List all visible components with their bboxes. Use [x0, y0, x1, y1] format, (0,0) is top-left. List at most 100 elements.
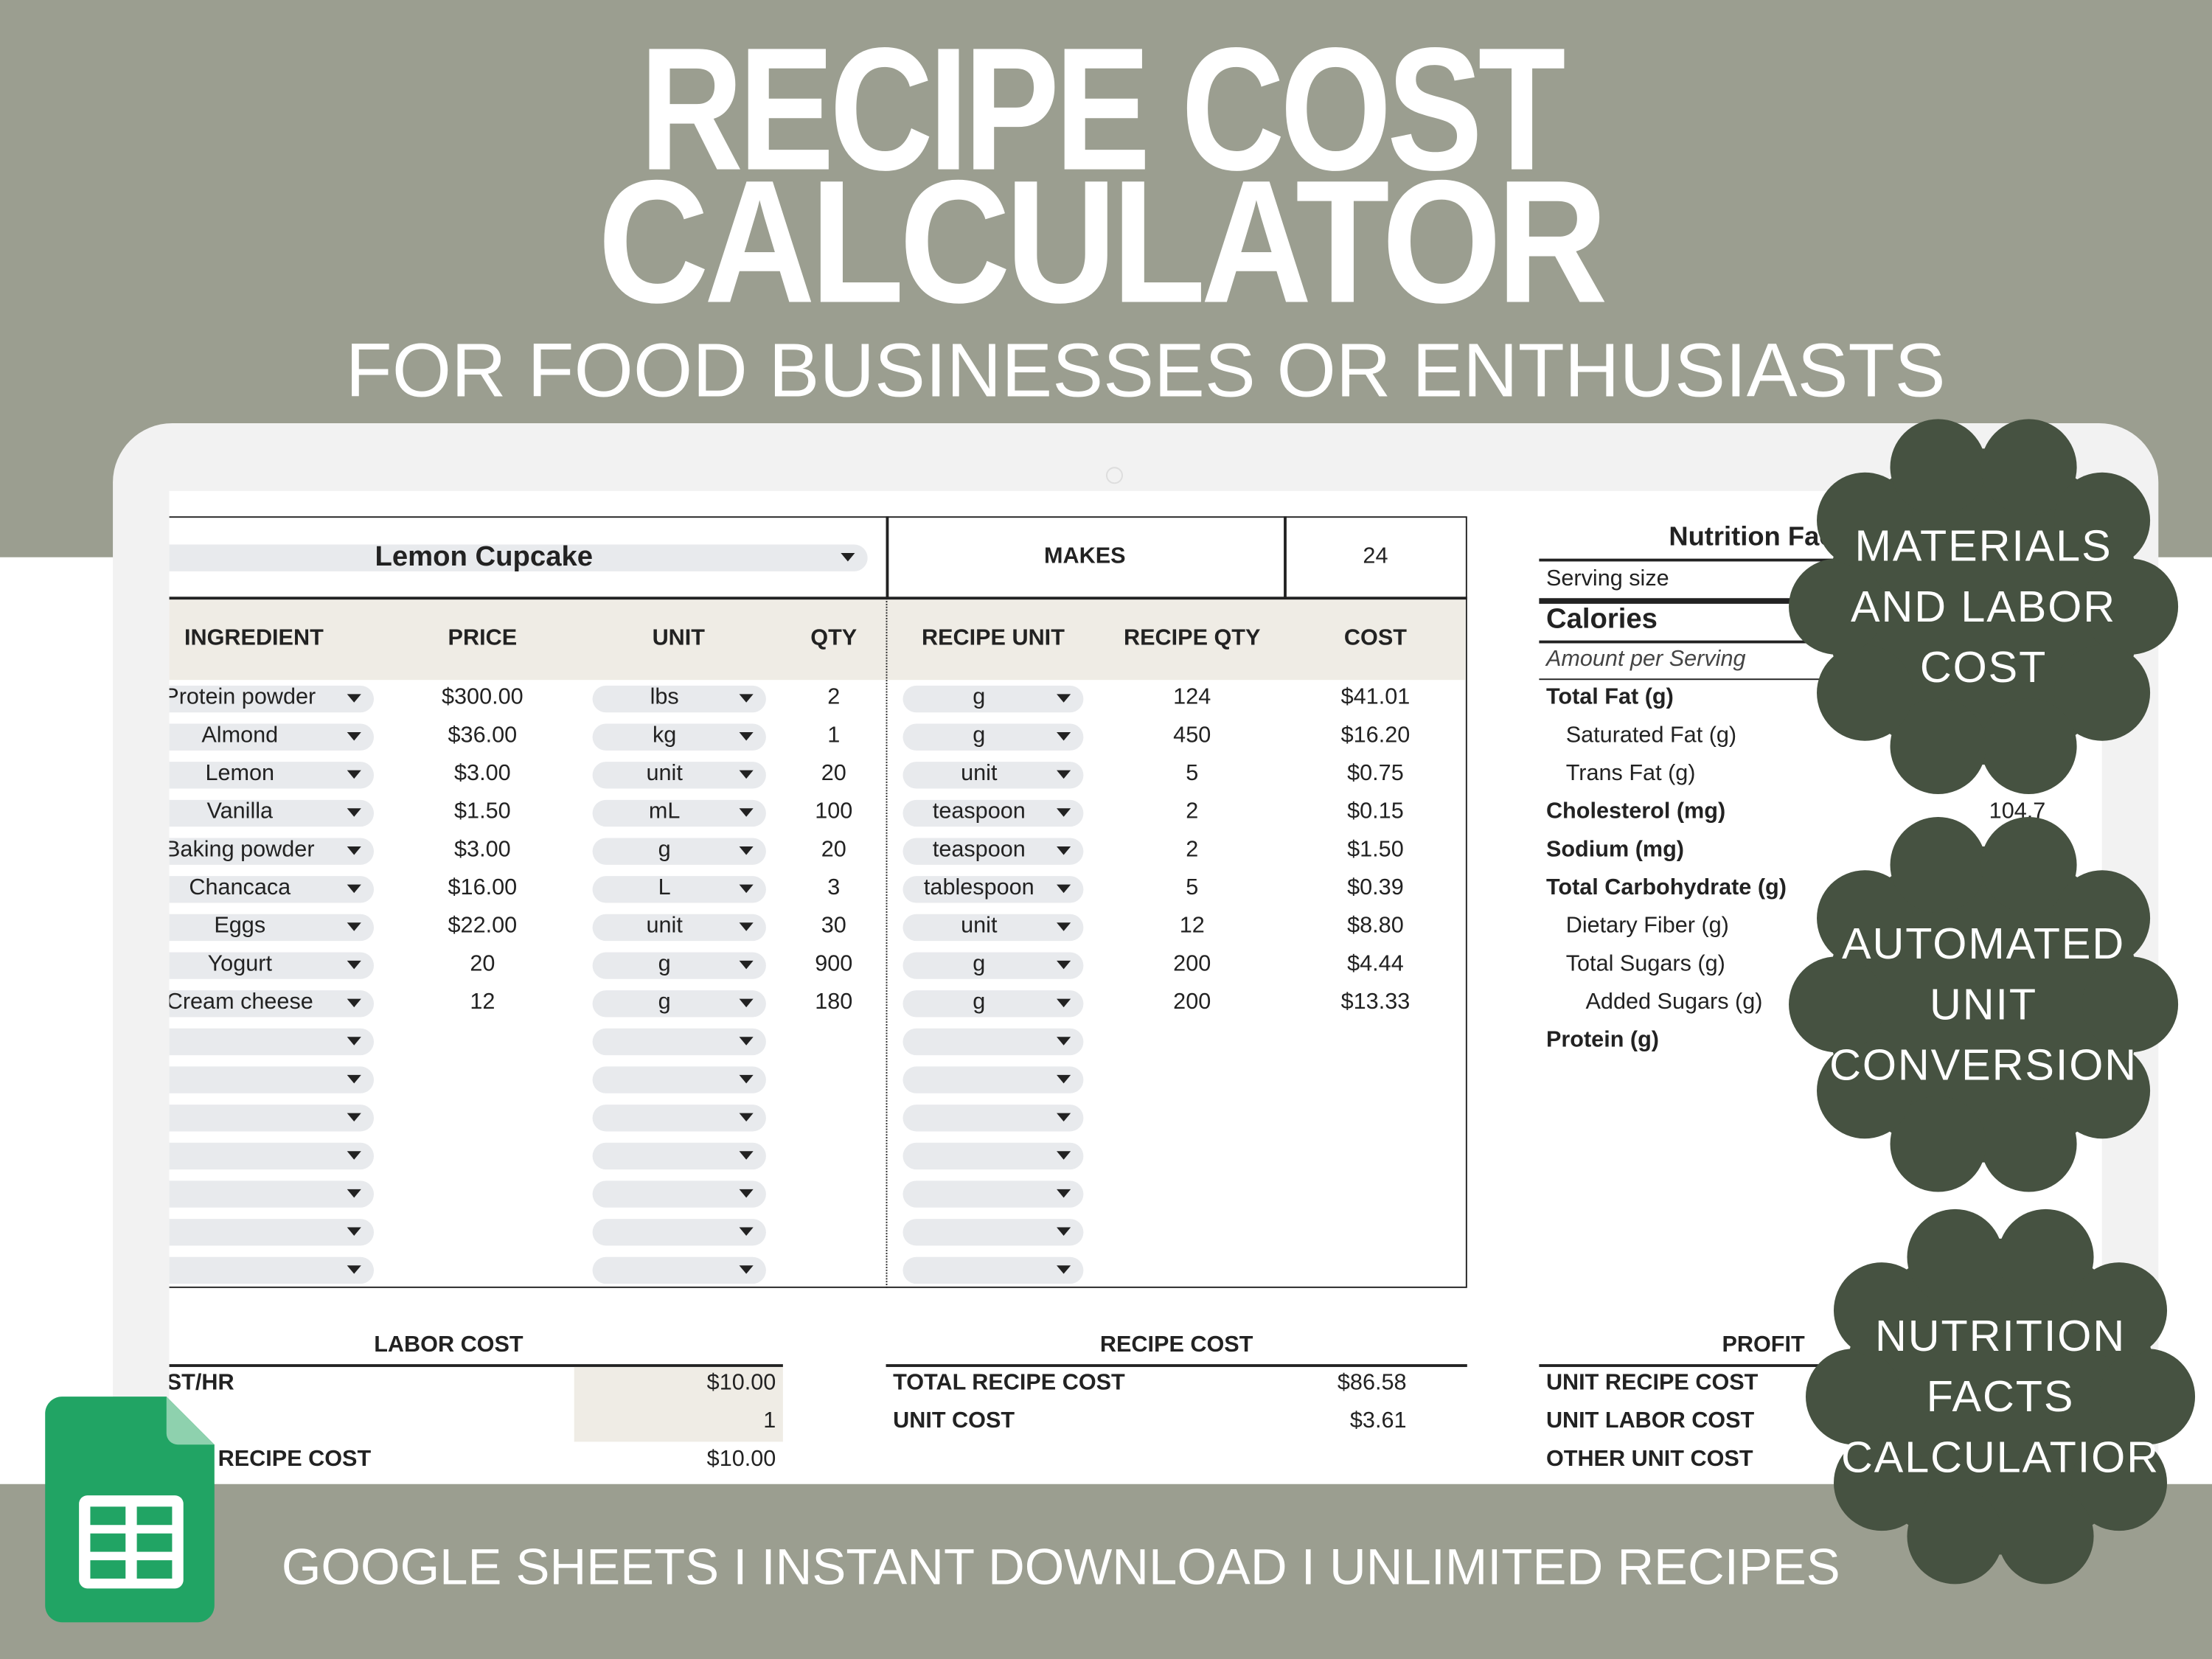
badge-text: AUTOMATED	[1841, 919, 2126, 969]
recipe-unit-dropdown	[902, 990, 1084, 1017]
ingredient-dropdown	[169, 1218, 375, 1245]
cell: $3.00	[454, 838, 511, 863]
cell: $13.33	[1340, 990, 1411, 1015]
subtitle: FOR FOOD BUSINESSES OR ENTHUSIASTS	[345, 328, 1946, 414]
cell: 20	[470, 952, 495, 976]
cell: Lemon	[205, 762, 275, 786]
recipe-unit-dropdown	[902, 951, 1084, 978]
row-line	[169, 597, 1467, 599]
cell: 450	[1173, 723, 1211, 748]
badge-shape	[1817, 472, 1913, 568]
ingredient-dropdown	[169, 1104, 375, 1131]
header-row	[169, 598, 1466, 681]
badge-shape	[1980, 698, 2077, 794]
section-rule	[886, 1364, 1467, 1367]
labor-label: ST/HR	[166, 1371, 234, 1396]
recipe-unit-dropdown	[902, 1104, 1084, 1131]
dropdown-arrow	[841, 553, 855, 562]
cell: $36.00	[448, 723, 518, 748]
dropdown-arrow	[1057, 1074, 1071, 1084]
badge-shape	[2053, 644, 2151, 741]
bottom-band	[0, 1484, 2212, 1659]
badge-shape	[1890, 1096, 1986, 1192]
cell: Protein powder	[164, 685, 316, 710]
recipe-name: Lemon Cupcake	[375, 541, 594, 573]
recipe-unit-dropdown	[902, 837, 1084, 864]
nutrition-label: Sodium (mg)	[1545, 838, 1684, 863]
cell: 200	[1173, 952, 1211, 976]
unit-dropdown	[592, 1256, 766, 1284]
sheets-icon	[45, 1397, 215, 1623]
nutrition-label: Total Carbohydrate (g)	[1545, 876, 1787, 900]
nutrition-label: Amount per Serving	[1545, 647, 1746, 672]
dropdown-arrow	[347, 1151, 361, 1160]
recipe-unit-dropdown	[902, 875, 1084, 902]
badge-shape	[1907, 1488, 2003, 1585]
title-line: CALCULATOR	[597, 145, 1608, 341]
badge-shape	[1789, 558, 1885, 655]
unit-dropdown	[592, 1027, 766, 1055]
cell: $22.00	[448, 914, 518, 939]
unit-dropdown	[592, 837, 766, 864]
dropdown-arrow	[347, 808, 361, 817]
nutrition-rule	[1539, 678, 2048, 681]
recipe-unit-dropdown	[902, 1256, 1084, 1284]
cell: 1	[827, 723, 841, 748]
dropdown-arrow	[1057, 1265, 1071, 1274]
cell: g	[973, 685, 986, 710]
recipe-unit-dropdown	[902, 1180, 1084, 1207]
dropdown-arrow	[1057, 1151, 1071, 1160]
cell: $1.50	[454, 799, 511, 824]
column-header: PRICE	[448, 626, 518, 651]
cell: 2	[827, 685, 841, 710]
badge-shape	[1980, 1096, 2077, 1192]
cell: unit	[961, 914, 998, 939]
dropdown-arrow	[739, 770, 754, 779]
dropdown-arrow	[347, 922, 361, 931]
dropdown-arrow	[739, 1265, 754, 1274]
column-header: QTY	[810, 626, 858, 651]
section-title: LABOR COST	[374, 1333, 524, 1357]
cell: $300.00	[442, 685, 524, 710]
footer-text: GOOGLE SHEETS I INSTANT DOWNLOAD I UNLIM…	[281, 1537, 1840, 1596]
cell: Chancaca	[189, 876, 291, 900]
cell: $41.01	[1340, 685, 1411, 710]
dropdown-arrow	[347, 960, 361, 970]
recipe-unit-dropdown	[902, 1065, 1084, 1093]
badge-shape	[2053, 1043, 2151, 1139]
cell: 2	[1186, 799, 1199, 824]
dropdown-arrow	[739, 1037, 754, 1046]
title-line: RECIPE COST	[639, 13, 1565, 208]
column-header: INGREDIENT	[184, 626, 324, 651]
recipe-unit-dropdown	[902, 799, 1084, 827]
dropdown-arrow	[347, 998, 361, 1008]
dropdown-arrow	[739, 731, 754, 741]
ingredient-dropdown	[169, 837, 375, 864]
ingredient-dropdown	[169, 1065, 375, 1093]
cell: 5	[1186, 762, 1199, 786]
dropdown-arrow	[1057, 1113, 1071, 1122]
unit-dropdown	[592, 684, 766, 712]
dropdown-arrow	[347, 731, 361, 741]
cell: 20	[821, 762, 846, 786]
recipe-unit-dropdown	[902, 1141, 1084, 1169]
column-header: UNIT	[652, 626, 705, 651]
unit-dropdown	[592, 1104, 766, 1131]
cell: Baking powder	[165, 838, 315, 863]
badge-text: UNIT	[1930, 979, 2038, 1029]
cell: 2	[1186, 838, 1199, 863]
recipe-unit-dropdown	[902, 1027, 1084, 1055]
nutrition-label: Dietary Fiber (g)	[1565, 914, 1729, 939]
ingredient-dropdown	[169, 913, 375, 941]
recipe-unit-dropdown	[902, 761, 1084, 788]
dropdown-arrow	[1057, 922, 1071, 931]
dropdown-arrow	[347, 1265, 361, 1274]
dropdown-arrow	[739, 960, 754, 970]
cell: L	[658, 876, 671, 900]
unit-dropdown	[592, 761, 766, 788]
badge-shape	[2081, 558, 2179, 655]
section-rule	[1539, 1364, 2048, 1367]
dropdown-arrow	[1057, 808, 1071, 817]
profit-label: UNIT LABOR COST	[1545, 1409, 1755, 1433]
dropdown-arrow	[739, 1189, 754, 1198]
